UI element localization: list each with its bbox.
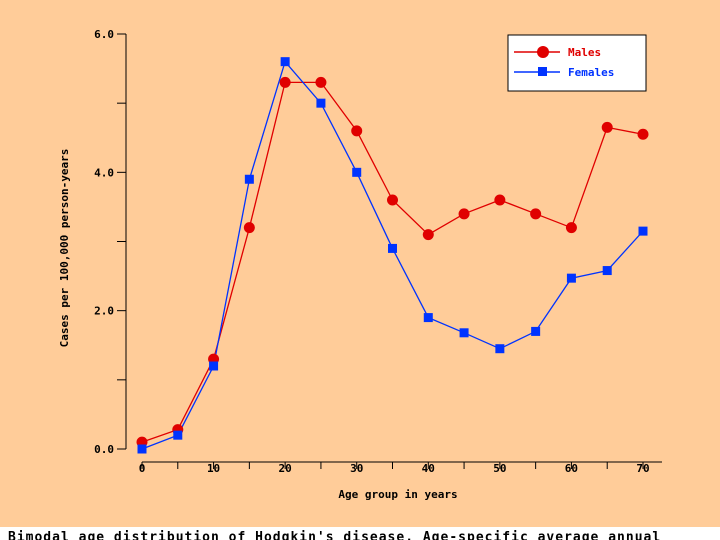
x-tick-label: 70 [636,462,649,475]
x-tick-label: 40 [422,462,435,475]
legend-marker-males [537,46,549,58]
x-tick-label: 20 [279,462,292,475]
legend: Males Females [507,34,647,92]
x-tick-label: 60 [565,462,578,475]
males-point [387,194,398,206]
females-point [388,243,397,253]
males-point [315,76,327,88]
females-point [495,344,505,354]
females-point [352,167,362,177]
legend-box [507,34,647,92]
females-point [173,430,183,440]
y-tick-label: 6.0 [94,28,114,41]
females-point [531,326,541,336]
males-point [279,76,291,88]
females-point [638,226,648,236]
males-point [530,208,542,220]
y-tick-label: 2.0 [94,305,114,318]
females-point [459,328,469,338]
females-point [244,174,254,184]
x-tick-label: 10 [207,462,220,475]
females-point [209,361,219,371]
males-point [458,208,470,220]
males-point [565,222,577,234]
y-tick-label: 4.0 [94,166,114,179]
legend-marker-females [538,67,547,76]
females-point [137,444,147,454]
males-point [601,121,613,133]
males-point [243,222,255,234]
series-layer [136,57,649,454]
females-point [602,266,612,276]
males-point [637,128,649,140]
males-point [494,194,506,206]
females-line [141,60,644,450]
y-tick-label: 0.0 [94,443,114,456]
figure-caption: Bimodal age distribution of Hodgkin's di… [0,527,720,540]
females-point [280,57,290,67]
axes: 0.0 2.0 4.0 6.0 0 10 20 30 40 50 60 70 [94,28,662,475]
males-line [141,81,644,443]
legend-label-males: Males [568,46,601,59]
females-point [566,273,576,283]
x-axis-title: Age group in years [338,488,457,501]
x-tick-label: 0 [139,462,146,475]
males-point [351,125,363,137]
x-tick-label: 50 [493,462,506,475]
females-point [423,313,433,323]
males-point [422,229,434,241]
x-tick-label: 30 [350,462,363,475]
females-point [316,98,326,108]
y-axis-title: Cases per 100,000 person-years [58,149,71,348]
legend-label-females: Females [568,66,614,79]
